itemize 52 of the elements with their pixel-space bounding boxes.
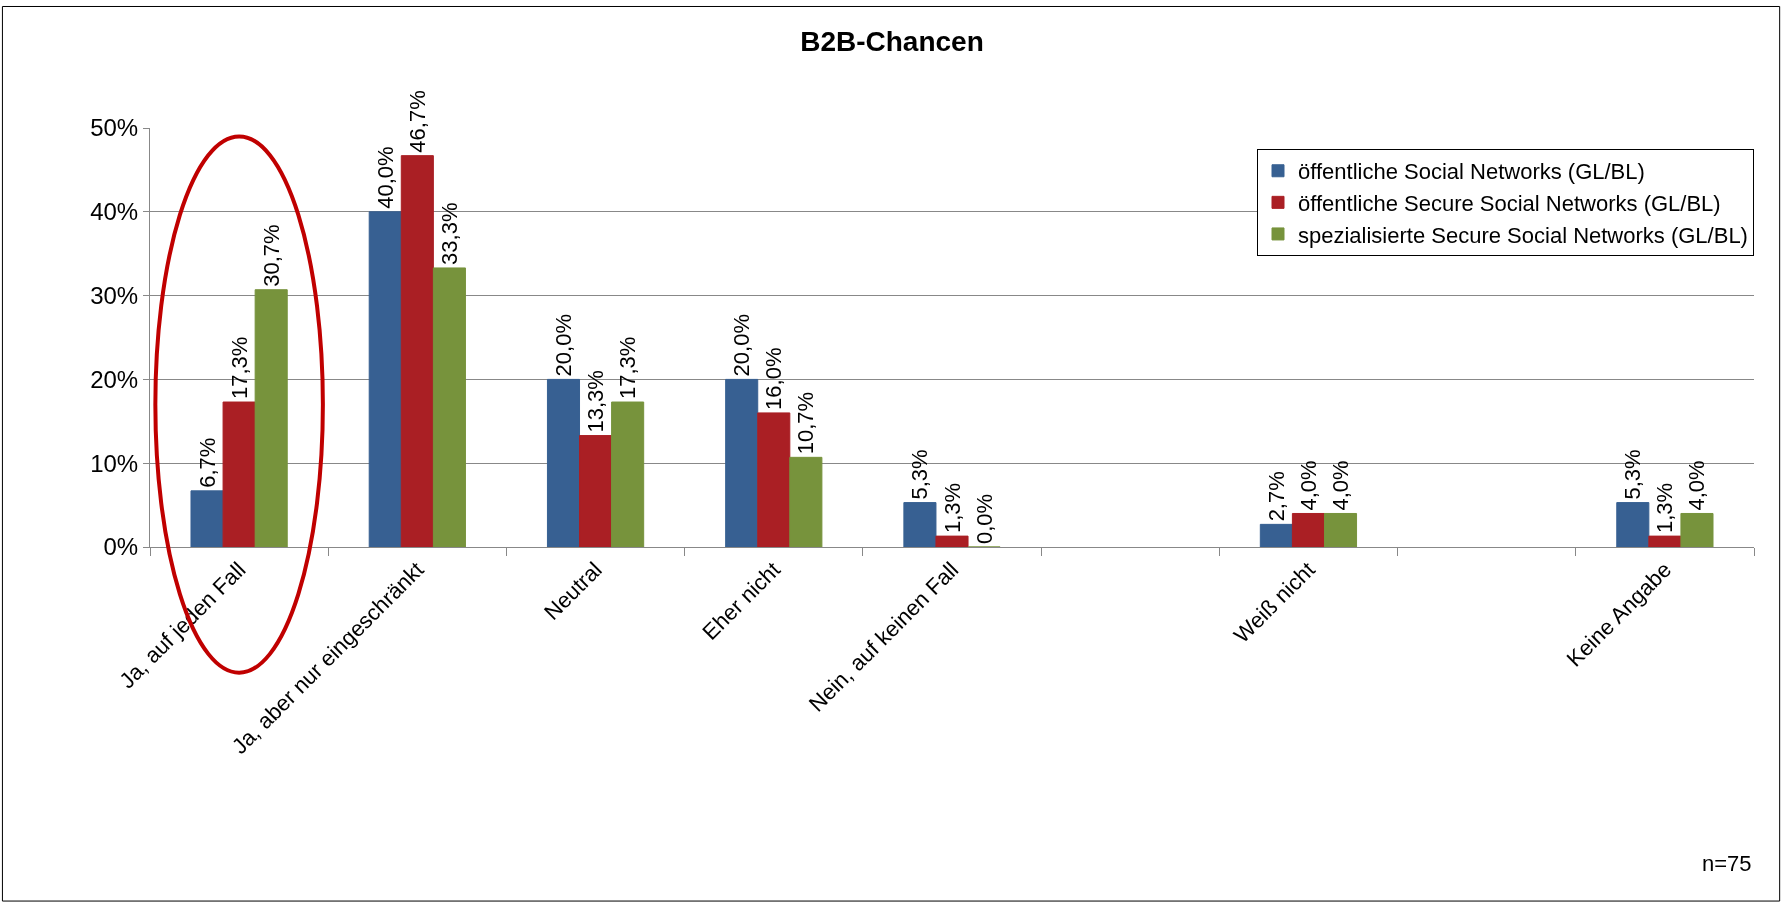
chart-title: B2B-Chancen xyxy=(800,26,984,58)
bar xyxy=(1291,512,1325,547)
bar xyxy=(725,378,759,547)
data-label: 6,7% xyxy=(194,437,220,488)
data-label: 33,3% xyxy=(436,202,462,265)
bar xyxy=(546,378,581,547)
data-label: 10,7% xyxy=(793,391,819,455)
bar xyxy=(935,535,969,547)
data-label: 1,3% xyxy=(1652,482,1678,534)
bar xyxy=(1616,502,1650,547)
data-label: 4,0% xyxy=(1295,460,1321,511)
bar xyxy=(1648,535,1682,547)
data-label: 0,0% xyxy=(971,493,997,544)
data-label: 30,7% xyxy=(258,224,284,287)
data-label: 20,0% xyxy=(550,314,576,377)
legend-label: öffentliche Secure Social Networks (GL/BL) xyxy=(1298,190,1721,216)
data-label: 13,3% xyxy=(583,370,609,433)
bar xyxy=(368,211,402,547)
data-label: 2,7% xyxy=(1263,471,1289,522)
data-label: 1,3% xyxy=(939,482,965,534)
data-label: 20,0% xyxy=(729,314,755,377)
bar xyxy=(432,267,466,547)
y-tick-label: 10% xyxy=(90,449,139,477)
y-tick-label: 20% xyxy=(90,365,139,393)
y-tick-label: 50% xyxy=(90,114,139,142)
bar xyxy=(190,490,224,547)
data-label: 16,0% xyxy=(761,347,787,410)
data-label: 5,3% xyxy=(907,449,933,500)
data-label: 5,3% xyxy=(1620,449,1646,500)
bar xyxy=(789,456,823,547)
legend-label: spezialisierte Secure Social Networks (GL/BL) xyxy=(1298,222,1748,248)
data-label: 4,0% xyxy=(1684,460,1710,511)
data-label: 40,0% xyxy=(372,146,398,209)
data-label: 46,7% xyxy=(404,90,430,153)
legend-label: öffentliche Social Networks (GL/BL) xyxy=(1298,159,1645,185)
bar xyxy=(611,401,645,547)
bar xyxy=(400,155,434,547)
data-label: 4,0% xyxy=(1328,460,1354,511)
text: n=75 xyxy=(1702,851,1752,876)
bar xyxy=(757,412,791,547)
bar xyxy=(1259,523,1293,547)
bar xyxy=(903,502,937,547)
y-tick-label: 40% xyxy=(90,198,139,226)
bar xyxy=(254,289,288,547)
data-label: 17,3% xyxy=(226,336,252,400)
y-tick-label: 30% xyxy=(90,282,139,309)
bar xyxy=(579,435,613,547)
bar xyxy=(222,401,256,547)
data-label: 17,3% xyxy=(615,336,641,400)
y-tick-label: 0% xyxy=(103,533,139,561)
bar xyxy=(1323,512,1358,547)
bar xyxy=(1680,512,1714,547)
